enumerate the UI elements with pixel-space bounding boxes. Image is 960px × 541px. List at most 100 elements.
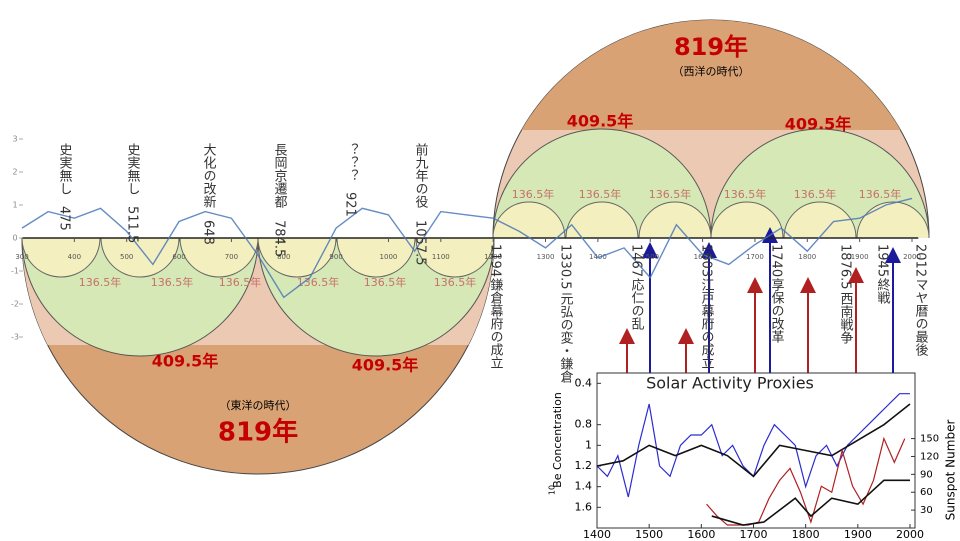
third-label: 136.5年	[512, 187, 555, 201]
y-axis-label-sup: 10	[548, 485, 557, 495]
arcs	[21, 19, 930, 475]
third-label: 136.5年	[79, 275, 122, 289]
inset-frame	[596, 372, 916, 529]
x-tick-label: 1600	[687, 528, 715, 541]
x-tick-label: 1800	[798, 253, 816, 261]
event-label: 応仁の乱	[629, 278, 645, 330]
x-tick-label: 300	[15, 253, 28, 261]
event-year: 2012	[913, 244, 928, 277]
event-label: マヤ暦の最後	[913, 278, 929, 356]
y2-tick-label: 60	[920, 487, 933, 498]
y-tick-label: 1	[12, 201, 17, 210]
era-label: （東洋の時代）	[220, 398, 297, 412]
series-line	[21, 197, 913, 299]
y-tick-label: 1	[585, 438, 592, 451]
x-tick-label: 1300	[537, 253, 555, 261]
y-tick-label: 0.4	[575, 376, 593, 389]
x-tick-label: 1900	[851, 253, 869, 261]
x-tick-label: 700	[225, 253, 238, 261]
event-year: 921	[343, 192, 358, 217]
y-tick-label: 0	[12, 234, 17, 243]
y-tick-label: -1	[11, 267, 19, 276]
x-tick-label: 1600	[694, 253, 712, 261]
east-thirds	[21, 238, 495, 278]
event-year: 475	[57, 206, 72, 231]
event-label: 元弘の変・鎌倉	[558, 292, 574, 384]
event-label: 前九年の役	[413, 142, 429, 208]
y-tick-label: 3	[12, 135, 17, 144]
y-tick-label: -2	[11, 300, 19, 309]
era-label: （西洋の時代）	[673, 64, 750, 78]
third-label: 136.5年	[151, 275, 194, 289]
event-label: 史実無し	[57, 143, 73, 195]
x-tick-label: 1100	[432, 253, 450, 261]
y2-tick-label: 30	[920, 505, 933, 516]
event-label: 享保の改革	[769, 277, 785, 343]
third-label: 136.5年	[859, 187, 902, 201]
event-label: ？？？	[343, 143, 358, 182]
y-tick-label: 1.6	[575, 500, 593, 513]
x-tick-label: 1700	[746, 253, 764, 261]
event-label: 鎌倉幕府の成立	[488, 278, 504, 369]
half-label: 409.5年	[785, 115, 852, 134]
x-tick-label: 1000	[380, 253, 398, 261]
west-band	[521, 20, 901, 130]
inset-title: Solar Activity Proxies	[646, 374, 814, 393]
y2-tick-label: 90	[920, 469, 933, 480]
third-label: 136.5年	[649, 187, 692, 201]
y-axis-label: Be Concentration	[551, 392, 564, 488]
half-label: 409.5年	[352, 356, 419, 375]
event-year: 1876.5	[838, 244, 853, 290]
event-label: 史実無し	[125, 143, 141, 195]
third-label: 136.5年	[724, 187, 767, 201]
y2-tick-label: 120	[920, 451, 939, 462]
event-label: 江戸幕府の成立	[699, 278, 715, 369]
third-label: 136.5年	[579, 187, 622, 201]
x-tick-label: 2000	[896, 528, 924, 541]
x-tick-label: 400	[68, 253, 81, 261]
y-tick-label: 1.2	[575, 459, 593, 472]
half-label: 409.5年	[152, 352, 219, 371]
y-tick-label: 1.4	[575, 480, 593, 493]
x-tick-label: 1900	[844, 528, 872, 541]
third-label: 136.5年	[794, 187, 837, 201]
y-tick-label: -3	[11, 333, 19, 342]
series-line	[711, 479, 910, 526]
event-year: 1194	[488, 244, 503, 277]
event-year: 511.5	[125, 206, 140, 243]
y-tick-label: 0.8	[575, 418, 593, 431]
event-label: 長岡京遷都	[272, 143, 288, 208]
event-label: 終戦	[875, 277, 891, 305]
event-year: 648	[201, 220, 216, 245]
event-year: 1603	[699, 244, 714, 277]
x-tick-label: 1200	[484, 253, 502, 261]
event-year: 1330.5	[558, 244, 573, 290]
event-year: 784.5	[272, 220, 287, 257]
x-tick-label: 1800	[792, 528, 820, 541]
third-label: 136.5年	[297, 275, 340, 289]
y2-axis-label: Sunspot Number	[944, 420, 958, 521]
x-tick-label: 500	[120, 253, 133, 261]
y2-tick-label: 150	[920, 434, 939, 445]
x-tick-label: 1500	[635, 528, 663, 541]
event-year: 1740	[769, 244, 784, 277]
event-label: 西南戦争	[838, 292, 854, 344]
series-line	[596, 403, 911, 478]
x-tick-label: 1500	[641, 253, 659, 261]
x-tick-label: 600	[172, 253, 185, 261]
x-tick-label: 900	[329, 253, 342, 261]
x-tick-label: 2000	[903, 253, 921, 261]
x-tick-label: 1700	[740, 528, 768, 541]
event-year: 1945	[875, 244, 890, 277]
event-year: 1057.5	[413, 220, 428, 266]
y-tick-label: 2	[12, 168, 17, 177]
series-line	[706, 436, 906, 526]
third-label: 136.5年	[434, 275, 477, 289]
event-year: 1467	[629, 244, 644, 277]
third-label: 136.5年	[364, 275, 407, 289]
half-label: 409.5年	[567, 112, 634, 131]
period-label: 819年	[218, 417, 298, 448]
third-label: 136.5年	[219, 275, 262, 289]
